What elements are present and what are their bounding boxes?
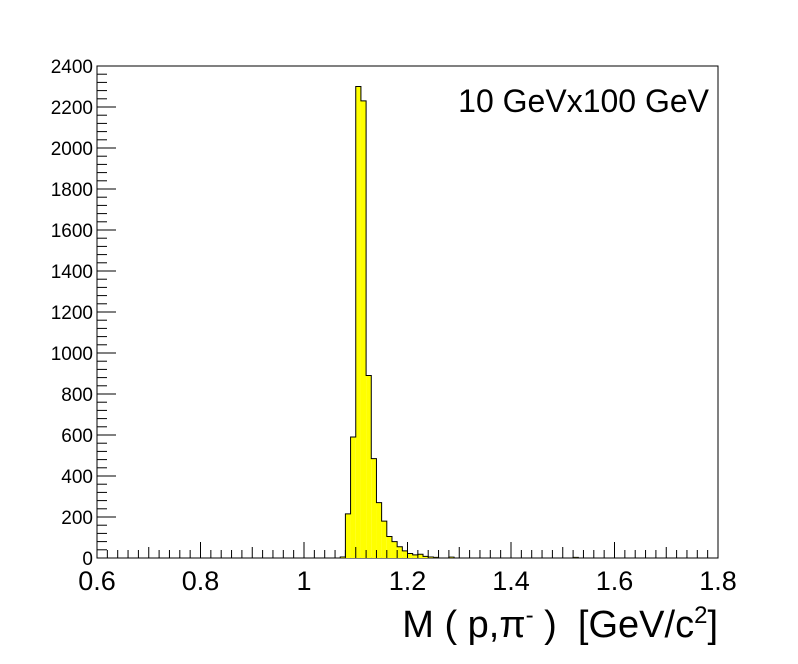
y-tick-label: 1800 — [51, 180, 93, 201]
histogram-bar — [391, 541, 398, 558]
x-tick-label: 1.4 — [492, 566, 530, 596]
x-axis-title-main: M ( p,π — [402, 604, 525, 646]
annotation-label: 10 GeVx100 GeV — [458, 83, 709, 119]
x-tick-label: 0.8 — [182, 566, 220, 596]
histogram-bar — [386, 536, 392, 558]
y-tick-label: 800 — [61, 385, 93, 406]
plot-frame — [96, 65, 719, 559]
histogram-bar — [376, 502, 382, 558]
x-tick-label: 1.6 — [596, 566, 634, 596]
y-tick-label: 2400 — [51, 57, 93, 78]
y-tick-label: 600 — [61, 426, 93, 447]
y-tick-label: 0 — [82, 549, 93, 570]
x-tick-label: 1.2 — [389, 566, 427, 596]
x-axis-title-units: ) [GeV/c — [534, 604, 694, 646]
x-axis-title-end: ] — [707, 604, 718, 646]
y-tick-label: 1000 — [51, 344, 93, 365]
histogram-bar — [345, 513, 351, 558]
y-tick-label: 2000 — [51, 139, 93, 160]
histogram-bar — [417, 554, 424, 558]
y-tick-label: 1400 — [51, 262, 93, 283]
histogram-bar — [423, 556, 429, 558]
histogram-bar — [366, 375, 372, 558]
y-tick-label: 200 — [61, 508, 93, 529]
histogram-bar — [412, 554, 418, 558]
y-tick-label: 2200 — [51, 98, 93, 119]
histogram-bar — [402, 550, 408, 558]
x-tick-label: 1 — [296, 566, 311, 596]
y-axis: 0 200 400 600 800 1000 1200 1400 1600 1800 2000 220… — [51, 57, 116, 570]
y-tick-label: 1600 — [51, 221, 93, 242]
histogram-bar — [397, 546, 403, 558]
x-tick-label: 1.8 — [699, 566, 737, 596]
x-axis-title-pi-superscript: - — [526, 602, 534, 629]
x-axis-title-c-superscript: 2 — [694, 602, 707, 629]
histogram-bar — [381, 521, 387, 558]
histogram-bar — [360, 100, 367, 558]
y-tick-label: 400 — [61, 467, 93, 488]
histogram-bar — [355, 86, 361, 558]
histogram-bar — [350, 437, 356, 558]
x-axis: 0.6 0.8 1 1.2 1.4 1.6 1.8 — [78, 542, 737, 596]
x-axis-title: M ( p,π- ) [GeV/c2] — [402, 602, 718, 646]
histogram-bar — [371, 458, 377, 558]
histogram-bar — [428, 556, 434, 558]
y-tick-label: 1200 — [51, 303, 93, 324]
x-tick-label: 0.6 — [78, 566, 116, 596]
histogram-bar — [407, 553, 413, 558]
histogram-bar — [340, 556, 346, 558]
